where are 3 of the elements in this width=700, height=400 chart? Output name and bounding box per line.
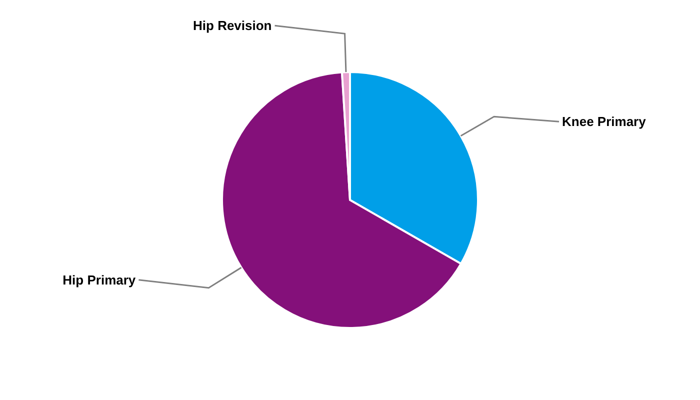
slice-label: Hip Primary	[62, 272, 136, 288]
slice-label: Knee Primary	[562, 114, 647, 130]
slice-label: Hip Revision	[193, 18, 272, 34]
